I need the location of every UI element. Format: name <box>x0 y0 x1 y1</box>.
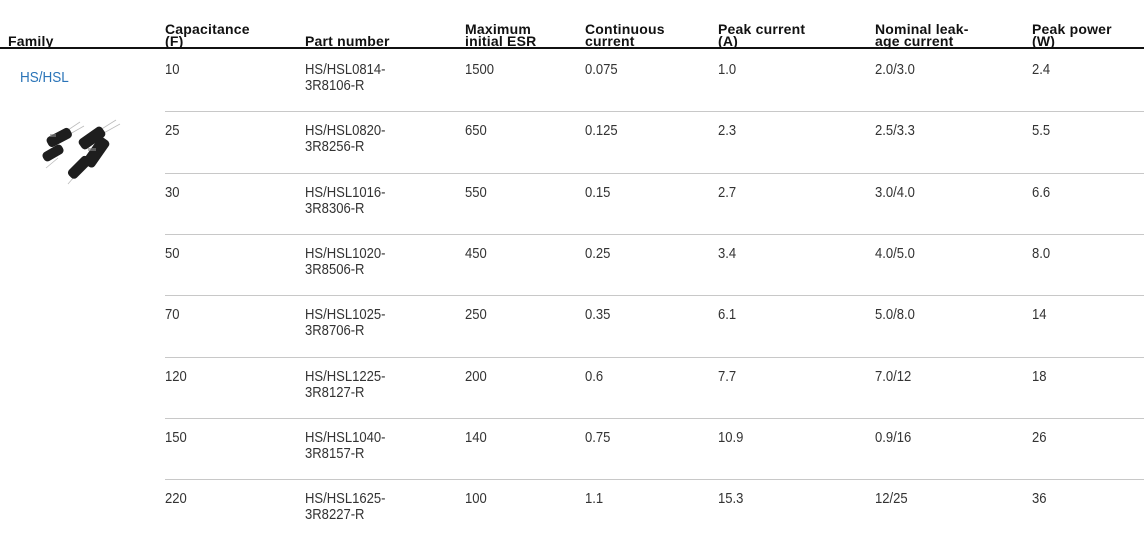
table-cell: HS/HSL1016- 3R8306-R <box>305 185 386 217</box>
table-cell: 2.3 <box>718 123 736 139</box>
table-cell: 70 <box>165 307 180 323</box>
table-cell: 100 <box>465 491 487 507</box>
table-cell: HS/HSL1625- 3R8227-R <box>305 491 386 523</box>
table-cell: 550 <box>465 185 487 201</box>
table-cell: 1500 <box>465 62 494 78</box>
table-cell: 5.0/8.0 <box>875 307 915 323</box>
table-cell: HS/HSL1020- 3R8506-R <box>305 246 386 278</box>
table-cell: 3.4 <box>718 246 736 262</box>
table-cell: 0.25 <box>585 246 610 262</box>
column-header: Capacitance (F) <box>165 23 250 47</box>
table-cell: 200 <box>465 369 487 385</box>
table-cell: 250 <box>465 307 487 323</box>
table-cell: 36 <box>1032 491 1047 507</box>
row-divider <box>165 418 1144 419</box>
column-header: Nominal leak- age current <box>875 23 969 47</box>
column-header: Continuous current <box>585 23 665 47</box>
table-cell: 2.7 <box>718 185 736 201</box>
table-cell: 30 <box>165 185 180 201</box>
column-header: Maximum initial ESR <box>465 23 536 47</box>
table-cell: 220 <box>165 491 187 507</box>
page: HS/HSL Family Capacitance (F) Part number M… <box>0 0 1144 544</box>
table-cell: 6.1 <box>718 307 736 323</box>
row-divider <box>165 111 1144 112</box>
table-cell: 2.5/3.3 <box>875 123 915 139</box>
table-cell: 1.0 <box>718 62 736 78</box>
row-divider <box>165 173 1144 174</box>
table-cell: 150 <box>165 430 187 446</box>
table-cell: 140 <box>465 430 487 446</box>
table-cell: 4.0/5.0 <box>875 246 915 262</box>
table-cell: 2.4 <box>1032 62 1050 78</box>
table-cell: 0.15 <box>585 185 610 201</box>
table-cell: 10 <box>165 62 180 78</box>
table-cell: 8.0 <box>1032 246 1050 262</box>
table-cell: 3.0/4.0 <box>875 185 915 201</box>
table-cell: 0.9/16 <box>875 430 911 446</box>
row-divider <box>165 479 1144 480</box>
row-divider <box>165 295 1144 296</box>
table-cell: 0.75 <box>585 430 610 446</box>
table-cell: 12/25 <box>875 491 908 507</box>
table-cell: 6.6 <box>1032 185 1050 201</box>
family-name: HS/HSL <box>20 69 69 86</box>
table-cell: 2.0/3.0 <box>875 62 915 78</box>
table-cell: 650 <box>465 123 487 139</box>
table-cell: 0.6 <box>585 369 603 385</box>
table-cell: 14 <box>1032 307 1047 323</box>
table-cell: 7.7 <box>718 369 736 385</box>
column-header: Family <box>8 35 54 47</box>
table-cell: 450 <box>465 246 487 262</box>
table-cell: 10.9 <box>718 430 743 446</box>
table-cell: 120 <box>165 369 187 385</box>
product-image <box>38 118 128 188</box>
row-divider <box>165 234 1144 235</box>
table-cell: HS/HSL0820- 3R8256-R <box>305 123 386 155</box>
table-cell: 0.125 <box>585 123 618 139</box>
column-header: Peak current (A) <box>718 23 805 47</box>
table-cell: 1.1 <box>585 491 603 507</box>
table-cell: 15.3 <box>718 491 743 507</box>
table-cell: 26 <box>1032 430 1047 446</box>
table-cell: 50 <box>165 246 180 262</box>
table-cell: HS/HSL1225- 3R8127-R <box>305 369 386 401</box>
row-divider <box>165 357 1144 358</box>
column-header: Peak power (W) <box>1032 23 1112 47</box>
table-cell: 5.5 <box>1032 123 1050 139</box>
table-cell: 25 <box>165 123 180 139</box>
column-header: Part number <box>305 35 390 47</box>
table-cell: 7.0/12 <box>875 369 911 385</box>
table-cell: 0.35 <box>585 307 610 323</box>
table-cell: 18 <box>1032 369 1047 385</box>
table-cell: HS/HSL1040- 3R8157-R <box>305 430 386 462</box>
table-cell: HS/HSL0814- 3R8106-R <box>305 62 386 94</box>
table-cell: 0.075 <box>585 62 618 78</box>
table-cell: HS/HSL1025- 3R8706-R <box>305 307 386 339</box>
